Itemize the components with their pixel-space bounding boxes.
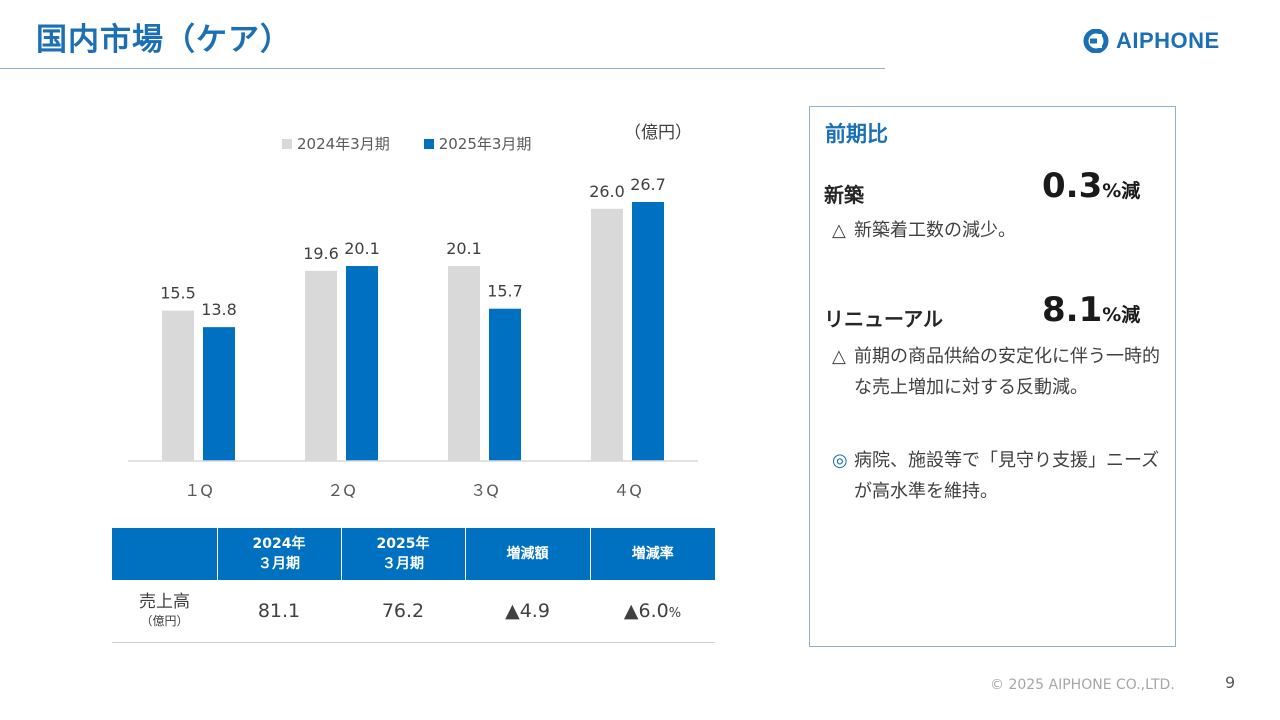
data-label-1Q-series-1: 15.5: [160, 284, 196, 303]
segment-label-renewal: リニューアル: [824, 307, 943, 331]
table-header-2024: 2024年 ３月期: [217, 528, 342, 580]
triangle-icon: △: [832, 220, 846, 241]
x-tick-label-3Q: ３Q: [470, 481, 499, 500]
note-renewal-2: ◎ 病院、施設等で「見守り支援」ニーズが高水準を維持。: [832, 445, 1164, 507]
segment-value-renewal-number: 8.1: [1042, 290, 1103, 330]
legend-swatch-2024: [282, 138, 292, 149]
x-tick-label-2Q: ２Q: [327, 481, 356, 500]
data-label-1Q-series-2: 13.8: [201, 300, 237, 319]
bar-1Q-series-2: [203, 327, 235, 461]
aiphone-logo-icon: [1083, 29, 1109, 53]
data-label-2Q-series-1: 19.6: [303, 244, 339, 263]
bar-4Q-series-2: [632, 202, 664, 461]
note-renewal-1: △ 前期の商品供給の安定化に伴う一時的な売上増加に対する反動減。: [832, 341, 1164, 403]
x-tick-label-1Q: １Q: [184, 481, 213, 500]
quarterly-sales-chart: 15.5 13.8 １Q 19.6 20.1 ２Q 20.1 15.7 ３Q 26.0 26.7 ４Q: [128, 175, 698, 500]
double-circle-icon: ◎: [832, 450, 848, 471]
cell-2024: 81.1: [217, 580, 341, 643]
yoy-panel: 前期比 新築 0.3%減 △ 新築着工数の減少。 リニューアル 8.1%減 △ …: [809, 106, 1176, 647]
bar-3Q-series-1: [448, 266, 480, 461]
logo-text: AIPHONE: [1116, 28, 1220, 53]
change-rate-suffix: %: [668, 606, 682, 621]
triangle-icon: △: [832, 346, 846, 367]
data-label-4Q-series-2: 26.7: [630, 175, 666, 194]
note-text: 新築着工数の減少。: [854, 220, 1016, 241]
segment-value-new-build: 0.3%減: [1042, 166, 1140, 206]
legend-item-2025: 2025年3月期: [423, 133, 532, 154]
panel-heading: 前期比: [825, 122, 888, 146]
bar-2Q-series-2: [346, 266, 378, 461]
table-row: 売上高 （億円） 81.1 76.2 ▲4.9 ▲6.0%: [112, 580, 715, 643]
bar-2Q-series-1: [305, 270, 337, 461]
legend-item-2024: 2024年3月期: [282, 133, 390, 154]
data-label-4Q-series-1: 26.0: [589, 182, 625, 201]
bar-3Q-series-2: [489, 308, 521, 461]
note-text: 前期の商品供給の安定化に伴う一時的な売上増加に対する反動減。: [854, 346, 1160, 398]
cell-2025: 76.2: [341, 580, 465, 643]
data-label-2Q-series-2: 20.1: [344, 239, 380, 258]
title-underline: [0, 68, 885, 69]
table-row-label: 売上高 （億円）: [112, 580, 217, 643]
segment-value-new-build-number: 0.3: [1042, 166, 1103, 206]
table-header-2025: 2025年 ３月期: [341, 528, 466, 580]
unit-label: （億円）: [624, 123, 692, 143]
cell-change-amount: ▲4.9: [465, 580, 590, 643]
segment-value-renewal: 8.1%減: [1042, 290, 1140, 330]
row-label-unit: （億円）: [140, 614, 189, 628]
table-header-change-amount: 増減額: [465, 528, 591, 580]
legend-swatch-2025: [423, 138, 434, 149]
chart-legend: 2024年3月期 2025年3月期: [282, 133, 531, 154]
copyright: © 2025 AIPHONE CO.,LTD.: [990, 677, 1175, 693]
note-text: 病院、施設等で「見守り支援」ニーズが高水準を維持。: [854, 450, 1160, 502]
segment-value-renewal-suffix: %減: [1102, 304, 1141, 326]
x-tick-label-4Q: ４Q: [613, 481, 642, 500]
company-logo: AIPHONE: [1082, 28, 1220, 54]
row-label-sales: 売上高: [139, 592, 190, 612]
table-header-blank: [112, 528, 218, 580]
segment-value-new-build-suffix: %減: [1102, 180, 1141, 202]
segment-label-new-build: 新築: [824, 183, 864, 207]
page-number: 9: [1225, 673, 1236, 692]
note-new-build-1: △ 新築着工数の減少。: [832, 215, 1164, 246]
legend-label-2024: 2024年3月期: [297, 135, 390, 153]
data-label-3Q-series-1: 20.1: [446, 239, 482, 258]
page-title: 国内市場（ケア）: [36, 22, 292, 58]
change-rate-value: ▲6.0: [623, 600, 669, 622]
bar-1Q-series-1: [162, 310, 194, 461]
legend-label-2025: 2025年3月期: [438, 135, 532, 153]
table-header-row: 2024年 ３月期 2025年 ３月期 増減額 増減率: [112, 528, 715, 580]
bar-4Q-series-1: [591, 208, 623, 461]
data-label-3Q-series-2: 15.7: [487, 282, 523, 301]
sales-table: 2024年 ３月期 2025年 ３月期 増減額 増減率 売上高 （億円） 81.…: [112, 528, 715, 643]
cell-change-rate: ▲6.0%: [590, 580, 715, 643]
table-header-change-rate: 増減率: [590, 528, 715, 580]
